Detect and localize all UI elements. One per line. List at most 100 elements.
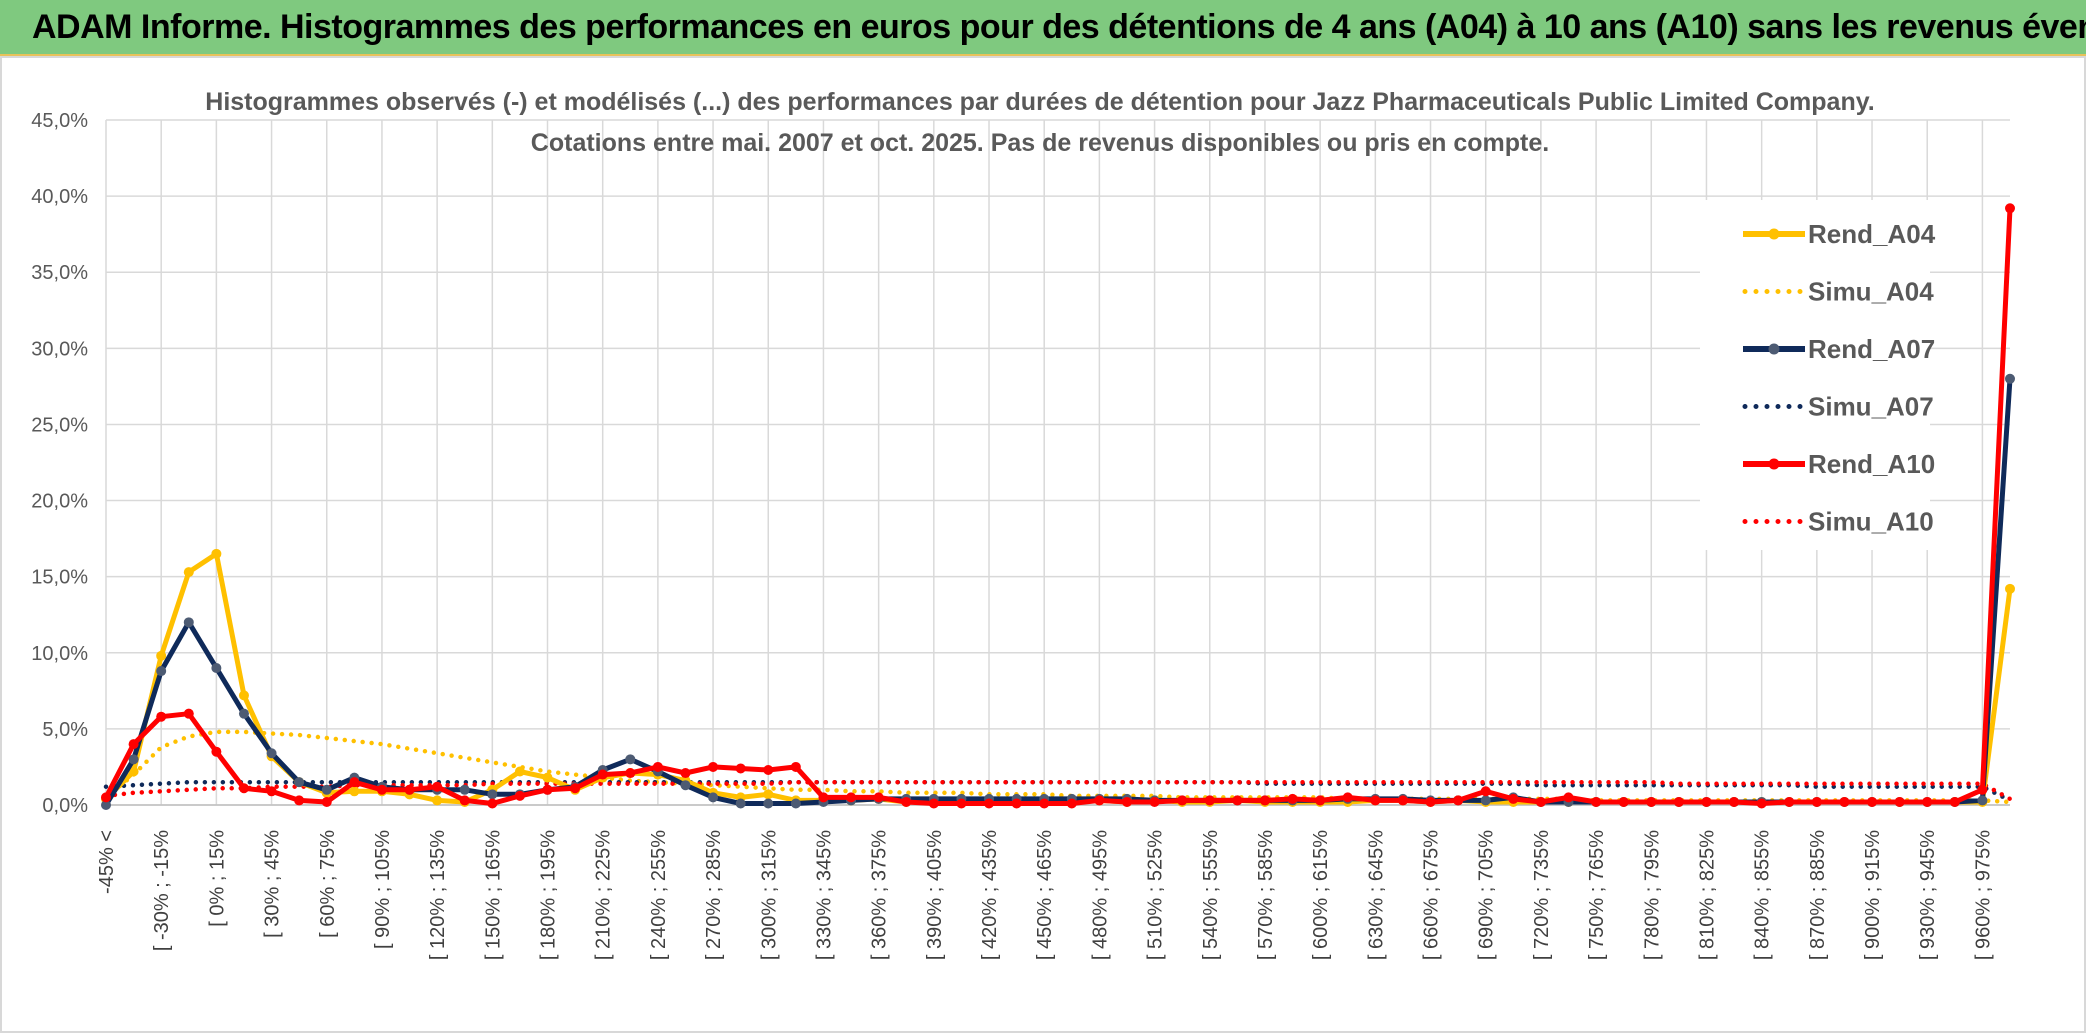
data-point <box>183 617 194 628</box>
data-point <box>1784 796 1795 807</box>
data-point <box>294 777 305 788</box>
data-point <box>1066 798 1077 809</box>
x-tick-label: [ 780% ; 795% <box>1641 830 1663 960</box>
data-point <box>376 784 387 795</box>
data-point <box>901 796 912 807</box>
data-point <box>211 663 222 673</box>
y-tick-label: 40,0% <box>31 186 88 208</box>
chart-legend: Rend_A04 Simu_A04 Rend_A07 Simu_A07 Rend_A10… <box>1700 200 1936 550</box>
report-title: ADAM Informe. Histogrammes des performan… <box>32 8 2086 46</box>
legend-label: Rend_A07 <box>1808 334 1935 364</box>
data-point <box>1370 795 1381 806</box>
data-point <box>156 666 167 677</box>
data-point <box>238 783 249 794</box>
data-point <box>708 761 719 772</box>
y-tick-label: 10,0% <box>31 643 88 665</box>
y-tick-label: 15,0% <box>31 567 88 589</box>
data-point <box>1453 795 1464 806</box>
data-point <box>2005 583 2015 594</box>
data-point <box>1977 784 1988 795</box>
x-tick-label: [ 240% ; 255% <box>648 830 670 960</box>
legend-label: Rend_A10 <box>1808 449 1935 479</box>
data-point <box>294 795 305 806</box>
data-point <box>183 708 194 719</box>
data-point <box>1646 796 1657 807</box>
data-point <box>1618 796 1629 807</box>
data-point <box>735 798 746 809</box>
x-tick-label: [ 360% ; 375% <box>869 830 891 960</box>
legend-item: Rend_A04 <box>1743 219 1936 249</box>
data-point <box>156 711 167 722</box>
x-tick-label: [ 210% ; 225% <box>593 830 615 960</box>
x-tick-label: [ 570% ; 585% <box>1255 830 1277 960</box>
legend-label: Simu_A10 <box>1808 507 1934 537</box>
legend-item: Rend_A10 <box>1743 449 1935 479</box>
data-point <box>625 768 636 779</box>
data-point <box>101 792 111 803</box>
series-line <box>103 779 2013 802</box>
data-point <box>1839 796 1850 807</box>
data-point <box>1039 798 1050 809</box>
data-point <box>1977 795 1988 806</box>
x-tick-label: [ 600% ; 615% <box>1310 830 1332 960</box>
x-tick-label: [ 420% ; 435% <box>979 830 1001 960</box>
data-point <box>873 792 884 803</box>
legend-marker <box>1768 458 1780 470</box>
x-tick-label: [ 150% ; 165% <box>482 830 504 960</box>
y-tick-label: 0,0% <box>42 795 88 817</box>
legend-label: Simu_A04 <box>1808 277 1934 307</box>
series-simu_a10 <box>103 779 2013 802</box>
data-point <box>1094 795 1105 806</box>
data-point <box>1259 795 1270 806</box>
data-point <box>1425 796 1436 807</box>
data-point <box>1563 792 1574 803</box>
x-tick-label: [ 540% ; 555% <box>1200 830 1222 960</box>
x-tick-label: [ -30% ; -15% <box>151 830 173 951</box>
legend-marker <box>1768 228 1780 240</box>
data-point <box>1811 796 1822 807</box>
data-point <box>1287 793 1298 804</box>
data-point <box>542 784 553 795</box>
data-point <box>1232 795 1243 806</box>
data-point <box>763 789 774 800</box>
data-point <box>211 746 222 757</box>
data-point <box>238 708 249 719</box>
data-point <box>2005 203 2015 214</box>
data-point <box>818 792 829 803</box>
x-tick-label: [ 60% ; 75% <box>317 830 339 938</box>
x-tick-label: [ 330% ; 345% <box>813 830 835 960</box>
x-tick-label: [ 0% ; 15% <box>206 830 228 927</box>
y-tick-label: 30,0% <box>31 338 88 360</box>
data-point <box>432 795 443 806</box>
series-line <box>103 208 2013 806</box>
data-point <box>1673 796 1684 807</box>
data-point <box>266 748 277 759</box>
data-point <box>211 548 222 559</box>
data-point <box>597 769 608 780</box>
data-point <box>1177 795 1188 806</box>
chart-title-line2: Cotations entre mai. 2007 et oct. 2025. … <box>531 129 1549 157</box>
y-tick-label: 35,0% <box>31 262 88 284</box>
data-point <box>1480 795 1491 806</box>
legend-item: Rend_A07 <box>1743 334 1935 364</box>
data-point <box>514 766 525 777</box>
data-point <box>680 780 691 791</box>
data-point <box>763 798 774 809</box>
data-point <box>156 650 167 661</box>
data-point <box>238 690 249 701</box>
data-point <box>680 768 691 779</box>
data-point <box>735 763 746 774</box>
data-point <box>652 761 663 772</box>
data-point <box>1149 796 1160 807</box>
data-point <box>1729 796 1740 807</box>
x-tick-label: [ 870% ; 885% <box>1807 830 1829 960</box>
data-point <box>542 772 553 783</box>
legend-item: Simu_A07 <box>1742 392 1934 422</box>
x-tick-label: [ 90% ; 105% <box>372 830 394 949</box>
x-tick-label: [ 630% ; 645% <box>1365 830 1387 960</box>
data-point <box>1204 795 1215 806</box>
data-point <box>514 790 525 801</box>
x-tick-label: [ 30% ; 45% <box>262 830 284 938</box>
x-tick-label: [ 960% ; 975% <box>1972 830 1994 960</box>
data-point <box>459 784 470 795</box>
